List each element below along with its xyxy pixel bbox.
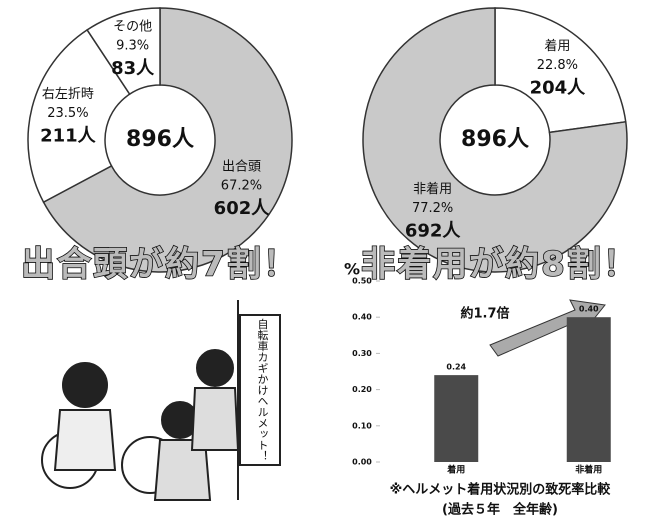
slice-name: 出合頭: [222, 159, 261, 174]
slice-percent: 22.8%: [537, 58, 578, 73]
slice-count: 692人: [405, 221, 462, 242]
slice-count: 83人: [111, 58, 155, 79]
x-tick-label: 着用: [446, 464, 465, 476]
y-tick-label: 0.20: [352, 385, 372, 394]
bar: [567, 317, 611, 462]
y-tick-label: 0.00: [352, 458, 372, 467]
bar: [434, 375, 478, 462]
x-tick-label: 非着用: [575, 464, 602, 476]
y-tick-label: 0.50: [352, 277, 372, 286]
slice-name: 非着用: [413, 181, 452, 197]
headline: 非着用が約8割！: [361, 245, 639, 285]
center-label: 896人: [126, 127, 194, 152]
slice-percent: 9.3%: [116, 39, 149, 54]
flyer: 自転車カギかけヘルメット！ 出合頭 67.2% 602人 右左折時 23.5% 211人 そ…: [0, 0, 654, 521]
value-label: 0.40: [579, 305, 599, 314]
slice-count: 602人: [214, 198, 271, 219]
slice-percent: 67.2%: [221, 178, 262, 193]
y-tick-label: 0.30: [352, 349, 372, 358]
slice-name: 右左折時: [42, 87, 94, 102]
headline: 出合頭が約7割！: [21, 245, 299, 285]
chart-subtitle: (過去５年 全年齢): [442, 502, 558, 518]
slice-count: 204人: [530, 77, 587, 98]
annotation: 約1.7倍: [460, 306, 509, 322]
slice-count: 211人: [40, 126, 97, 147]
sign-text: 自転車カギかけヘルメット！: [256, 318, 269, 461]
value-label: 0.24: [446, 363, 466, 372]
slice-name: 着用: [544, 38, 570, 54]
slice-name: その他: [113, 20, 152, 35]
chart-title: ※ヘルメット着用状況別の致死率比較: [390, 482, 612, 498]
slice-percent: 23.5%: [47, 106, 88, 121]
slice-percent: 77.2%: [412, 201, 453, 216]
y-tick-label: 0.10: [352, 421, 372, 430]
y-tick-label: 0.40: [352, 313, 372, 322]
center-label: 896人: [461, 127, 529, 152]
